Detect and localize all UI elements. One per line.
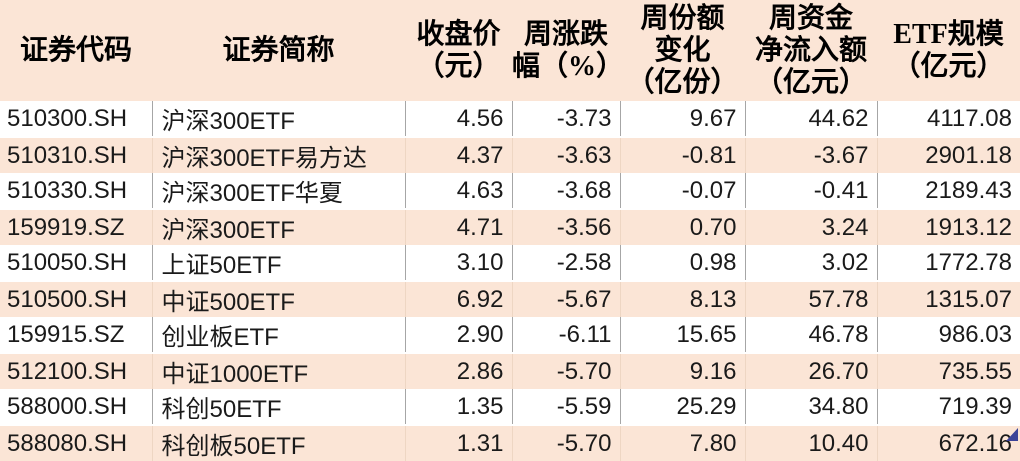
cell-close_price: 4.63: [404, 173, 512, 209]
cell-weekly_share_change: 0.70: [619, 208, 745, 245]
cell-name: 上证50ETF: [151, 245, 405, 281]
cell-name: 沪深300ETF: [151, 208, 405, 245]
cell-code: 588000.SH: [0, 389, 152, 425]
column-header-weekly-share-change: 周份额 变化 （亿份）: [620, 0, 745, 101]
column-header-weekly-change-pct: 周涨跌 幅（%）: [512, 0, 624, 101]
cell-code: 159915.SZ: [0, 317, 152, 353]
column-header-weekly-net-inflow: 周资金 净流入额 （亿元）: [745, 0, 877, 101]
cell-weekly_net_inflow: -0.41: [744, 173, 877, 209]
etf-table-header: 证券代码 证券简称 收盘价 （元） 周涨跌 幅（%） 周份额 变化 （亿份） 周…: [0, 0, 1020, 101]
etf-table-body: 510300.SH 沪深300ETF 4.56 -3.73 9.67 44.62 4117.…: [0, 101, 1020, 461]
table-row: 510050.SH 上证50ETF 3.10 -2.58 0.98 3.02 1772.78: [0, 245, 1020, 281]
cell-etf_scale: 2189.43: [876, 173, 1020, 209]
cell-weekly_share_change: 7.80: [619, 424, 745, 461]
cell-weekly_net_inflow: 3.24: [744, 208, 877, 245]
table-row: 588000.SH 科创50ETF 1.35 -5.59 25.29 34.80 719.3…: [0, 389, 1020, 425]
cell-name: 中证1000ETF: [151, 352, 405, 389]
cell-weekly_net_inflow: 46.78: [744, 317, 877, 353]
cell-weekly_change_pct: -5.67: [511, 280, 620, 317]
header-row: 证券代码 证券简称 收盘价 （元） 周涨跌 幅（%） 周份额 变化 （亿份） 周…: [0, 0, 1020, 101]
cell-etf_scale: 672.16: [876, 424, 1020, 461]
cell-weekly_net_inflow: 26.70: [744, 352, 877, 389]
cell-name: 科创板50ETF: [151, 424, 405, 461]
cell-weekly_share_change: 9.16: [619, 352, 745, 389]
cell-weekly_net_inflow: 10.40: [744, 424, 877, 461]
table-row: 510310.SH 沪深300ETF易方达 4.37 -3.63 -0.81 -3.67 2…: [0, 136, 1020, 173]
cell-close_price: 3.10: [404, 245, 512, 281]
cell-etf_scale: 2901.18: [876, 136, 1020, 173]
cell-code: 510500.SH: [0, 280, 152, 317]
cell-name: 沪深300ETF易方达: [151, 136, 405, 173]
column-header-code: 证券代码: [0, 0, 152, 101]
cell-code: 159919.SZ: [0, 208, 152, 245]
cell-weekly_net_inflow: 3.02: [744, 245, 877, 281]
cell-name: 中证500ETF: [151, 280, 405, 317]
cell-weekly_share_change: 8.13: [619, 280, 745, 317]
cell-name: 科创50ETF: [151, 389, 405, 425]
column-header-name: 证券简称: [152, 0, 405, 101]
cell-weekly_change_pct: -3.73: [511, 101, 620, 137]
cell-weekly_share_change: 25.29: [619, 389, 745, 425]
cell-etf_scale: 1913.12: [876, 208, 1020, 245]
table-row: 510500.SH 中证500ETF 6.92 -5.67 8.13 57.78 1315.…: [0, 280, 1020, 317]
cell-etf_scale: 4117.08: [876, 101, 1020, 137]
cell-code: 512100.SH: [0, 352, 152, 389]
cell-close_price: 1.31: [404, 424, 512, 461]
column-header-etf-scale: ETF规模 （亿元）: [877, 0, 1020, 101]
table-row: 588080.SH 科创板50ETF 1.31 -5.70 7.80 10.40 672.1…: [0, 424, 1020, 461]
cell-close_price: 4.56: [404, 101, 512, 137]
cell-weekly_change_pct: -6.11: [511, 317, 620, 353]
cell-weekly_change_pct: -5.70: [511, 424, 620, 461]
cell-name: 创业板ETF: [151, 317, 405, 353]
column-header-close-price: 收盘价 （元）: [405, 0, 512, 101]
cell-close_price: 2.86: [404, 352, 512, 389]
table-row: 159919.SZ 沪深300ETF 4.71 -3.56 0.70 3.24 1913.1…: [0, 208, 1020, 245]
cell-weekly_share_change: 9.67: [619, 101, 745, 137]
cell-code: 588080.SH: [0, 424, 152, 461]
cell-weekly_change_pct: -3.68: [511, 173, 620, 209]
cell-weekly_share_change: -0.81: [619, 136, 745, 173]
table-row: 510330.SH 沪深300ETF华夏 4.63 -3.68 -0.07 -0.41 21…: [0, 173, 1020, 209]
excel-fill-handle-icon: [1006, 428, 1018, 441]
cell-weekly_share_change: 15.65: [619, 317, 745, 353]
cell-close_price: 4.37: [404, 136, 512, 173]
cell-weekly_net_inflow: 34.80: [744, 389, 877, 425]
cell-weekly_share_change: 0.98: [619, 245, 745, 281]
cell-weekly_net_inflow: -3.67: [744, 136, 877, 173]
cell-code: 510300.SH: [0, 101, 152, 137]
cell-weekly_net_inflow: 44.62: [744, 101, 877, 137]
cell-name: 沪深300ETF华夏: [151, 173, 405, 209]
cell-weekly_share_change: -0.07: [619, 173, 745, 209]
cell-etf_scale: 719.39: [876, 389, 1020, 425]
table-row: 510300.SH 沪深300ETF 4.56 -3.73 9.67 44.62 4117.…: [0, 101, 1020, 137]
cell-etf_scale: 1315.07: [876, 280, 1020, 317]
table-row: 159915.SZ 创业板ETF 2.90 -6.11 15.65 46.78 986.03: [0, 317, 1020, 353]
cell-close_price: 4.71: [404, 208, 512, 245]
cell-weekly_net_inflow: 57.78: [744, 280, 877, 317]
table-row: 512100.SH 中证1000ETF 2.86 -5.70 9.16 26.70 735.…: [0, 352, 1020, 389]
cell-close_price: 2.90: [404, 317, 512, 353]
cell-weekly_change_pct: -5.59: [511, 389, 620, 425]
cell-weekly_change_pct: -3.63: [511, 136, 620, 173]
cell-etf_scale: 986.03: [876, 317, 1020, 353]
cell-etf_scale: 735.55: [876, 352, 1020, 389]
cell-close_price: 6.92: [404, 280, 512, 317]
cell-code: 510310.SH: [0, 136, 152, 173]
cell-etf_scale: 1772.78: [876, 245, 1020, 281]
cell-close_price: 1.35: [404, 389, 512, 425]
cell-weekly_change_pct: -3.56: [511, 208, 620, 245]
cell-weekly_change_pct: -5.70: [511, 352, 620, 389]
cell-code: 510050.SH: [0, 245, 152, 281]
cell-weekly_change_pct: -2.58: [511, 245, 620, 281]
cell-name: 沪深300ETF: [151, 101, 405, 137]
cell-code: 510330.SH: [0, 173, 152, 209]
